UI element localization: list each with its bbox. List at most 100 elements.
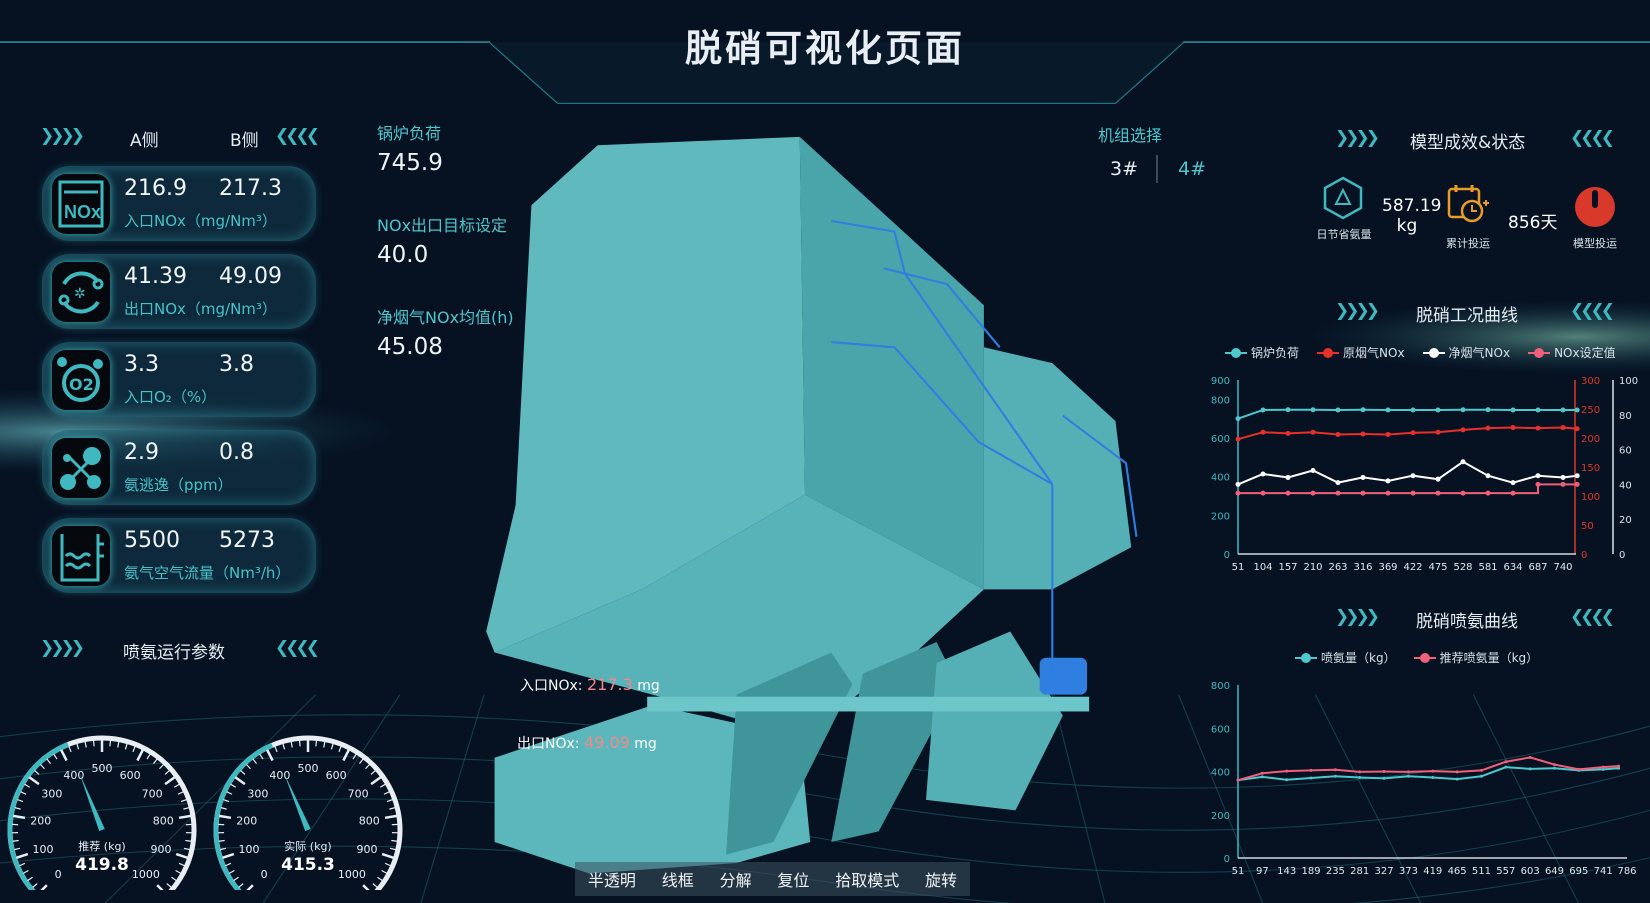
- y-tick-label: 50: [1581, 521, 1594, 532]
- x-tick-label: 189: [1301, 866, 1320, 877]
- side-a-value: 216.9: [124, 176, 187, 201]
- data-point: [1435, 429, 1441, 435]
- data-point: [1310, 490, 1316, 496]
- gauge-tick: [290, 741, 293, 748]
- inlet-nox-label: 入口NOx:: [520, 678, 583, 694]
- gauge-tick: [12, 814, 26, 820]
- metric-card: 5500 5273 氨气空气流量（Nm³/h）: [42, 518, 316, 593]
- gauge-tick: [14, 807, 21, 810]
- legend-swatch: [1422, 347, 1445, 358]
- o2-icon: O2: [52, 350, 110, 410]
- side-b-value: 3.8: [219, 352, 254, 377]
- data-point: [1504, 760, 1508, 764]
- legend-item[interactable]: 推荐喷氨量（kg）: [1413, 649, 1538, 666]
- side-a-value: 2.9: [124, 440, 159, 465]
- metric-label: 入口NOx（mg/Nm³）: [124, 212, 277, 230]
- gauge-tick: [22, 869, 29, 874]
- data-point: [1460, 407, 1466, 413]
- gauge-tick-label: 400: [269, 769, 290, 782]
- boiler-load-value: 745.9: [377, 150, 443, 176]
- chevron-right-icon: ❯❯❯❯: [40, 126, 85, 146]
- metric-card: O2 3.3 3.8 入口O₂（%）: [42, 342, 316, 417]
- gauge-tick: [34, 770, 40, 775]
- rotate-button[interactable]: 旋转: [925, 871, 958, 890]
- gauge-tick-label: 800: [153, 814, 174, 827]
- legend-swatch: [1295, 652, 1317, 663]
- power-button-icon[interactable]: [1574, 186, 1616, 228]
- inlet-nox-value: 217.3: [586, 675, 633, 694]
- chart2-title: 脱硝喷氨曲线: [1416, 612, 1518, 632]
- svg-text:NOx: NOx: [64, 202, 101, 222]
- chevron-left-icon: ❮❮❮❮: [1570, 607, 1615, 627]
- unit-option-3[interactable]: 3#: [1110, 158, 1139, 180]
- data-point: [1285, 430, 1291, 436]
- data-point: [1285, 407, 1291, 413]
- data-point: [1260, 429, 1266, 435]
- scr-reactor-model[interactable]: [486, 136, 1138, 874]
- legend-label: 净烟气NOx: [1448, 346, 1511, 360]
- data-point: [1617, 764, 1621, 768]
- data-point: [1535, 425, 1541, 431]
- x-tick-label: 740: [1553, 562, 1572, 573]
- gauge-tick: [136, 749, 144, 762]
- x-tick-label: 422: [1403, 562, 1422, 573]
- data-point: [1504, 765, 1508, 769]
- y-tick-label: 100: [1581, 492, 1600, 503]
- data-point: [1460, 427, 1466, 433]
- gauge-tick-label: 0: [261, 868, 268, 881]
- reset-button[interactable]: 复位: [777, 871, 810, 890]
- gauge-tick: [40, 884, 48, 890]
- legend-item[interactable]: 原烟气NOx: [1317, 344, 1405, 361]
- gauge-needle: [283, 772, 311, 832]
- y-tick-label: 0: [1224, 854, 1230, 865]
- gauge-tick: [389, 847, 396, 851]
- molecule-icon: [52, 438, 110, 498]
- x-tick-label: 465: [1448, 866, 1467, 877]
- data-point: [1309, 776, 1313, 780]
- gauge-tick-label: 1000: [132, 868, 160, 881]
- legend-item[interactable]: 喷氨量（kg）: [1295, 649, 1396, 666]
- chevron-left-icon: ❮❮❮❮: [275, 638, 320, 658]
- legend-item[interactable]: 锅炉负荷: [1225, 344, 1299, 361]
- y-tick-label: 60: [1619, 446, 1632, 457]
- data-point: [1485, 425, 1491, 431]
- outlet-nox-label: 出口NOx:: [517, 736, 580, 752]
- side-b-value: 217.3: [219, 176, 282, 201]
- legend-item[interactable]: 净烟气NOx: [1422, 344, 1511, 361]
- gauge-tick-label: 100: [33, 843, 54, 856]
- explode-button[interactable]: 分解: [719, 871, 752, 890]
- data-point: [1574, 407, 1580, 413]
- wireframe-button[interactable]: 线框: [661, 871, 694, 890]
- y-tick-label: 800: [1211, 395, 1230, 406]
- legend-item[interactable]: NOx设定值: [1528, 344, 1616, 361]
- model-status-title: 模型成效&状态: [1410, 133, 1526, 153]
- translucent-button[interactable]: 半透明: [587, 871, 636, 890]
- pick-mode-button[interactable]: 拾取模式: [835, 871, 900, 890]
- gauge-tick: [379, 783, 386, 788]
- gauge-tick: [132, 746, 136, 753]
- unit-option-4[interactable]: 4#: [1178, 158, 1207, 180]
- x-tick-label: 51: [1232, 562, 1245, 573]
- saving-number: 587.19: [1382, 196, 1442, 216]
- runtime-value: 856天: [1508, 213, 1558, 233]
- x-tick-label: 104: [1253, 562, 1272, 573]
- data-point: [1560, 481, 1566, 487]
- chevron-right-icon: ❯❯❯❯: [1335, 301, 1380, 321]
- legend-label: 原烟气NOx: [1343, 346, 1405, 360]
- legend-swatch: [1317, 347, 1340, 358]
- gauge-tick: [233, 876, 239, 882]
- gauge-tick: [24, 783, 31, 788]
- gauge-tick: [298, 740, 301, 747]
- data-point: [1431, 776, 1435, 780]
- data-point: [1260, 771, 1264, 775]
- data-point: [1574, 473, 1580, 479]
- gauge-tick: [389, 807, 396, 810]
- data-point: [1552, 766, 1556, 770]
- y-tick-label: 400: [1211, 768, 1230, 779]
- gauge-tick-label: 900: [356, 843, 377, 856]
- data-point: [1601, 767, 1605, 771]
- gauge-value: 419.8: [75, 855, 129, 875]
- gauge-tick: [76, 743, 80, 750]
